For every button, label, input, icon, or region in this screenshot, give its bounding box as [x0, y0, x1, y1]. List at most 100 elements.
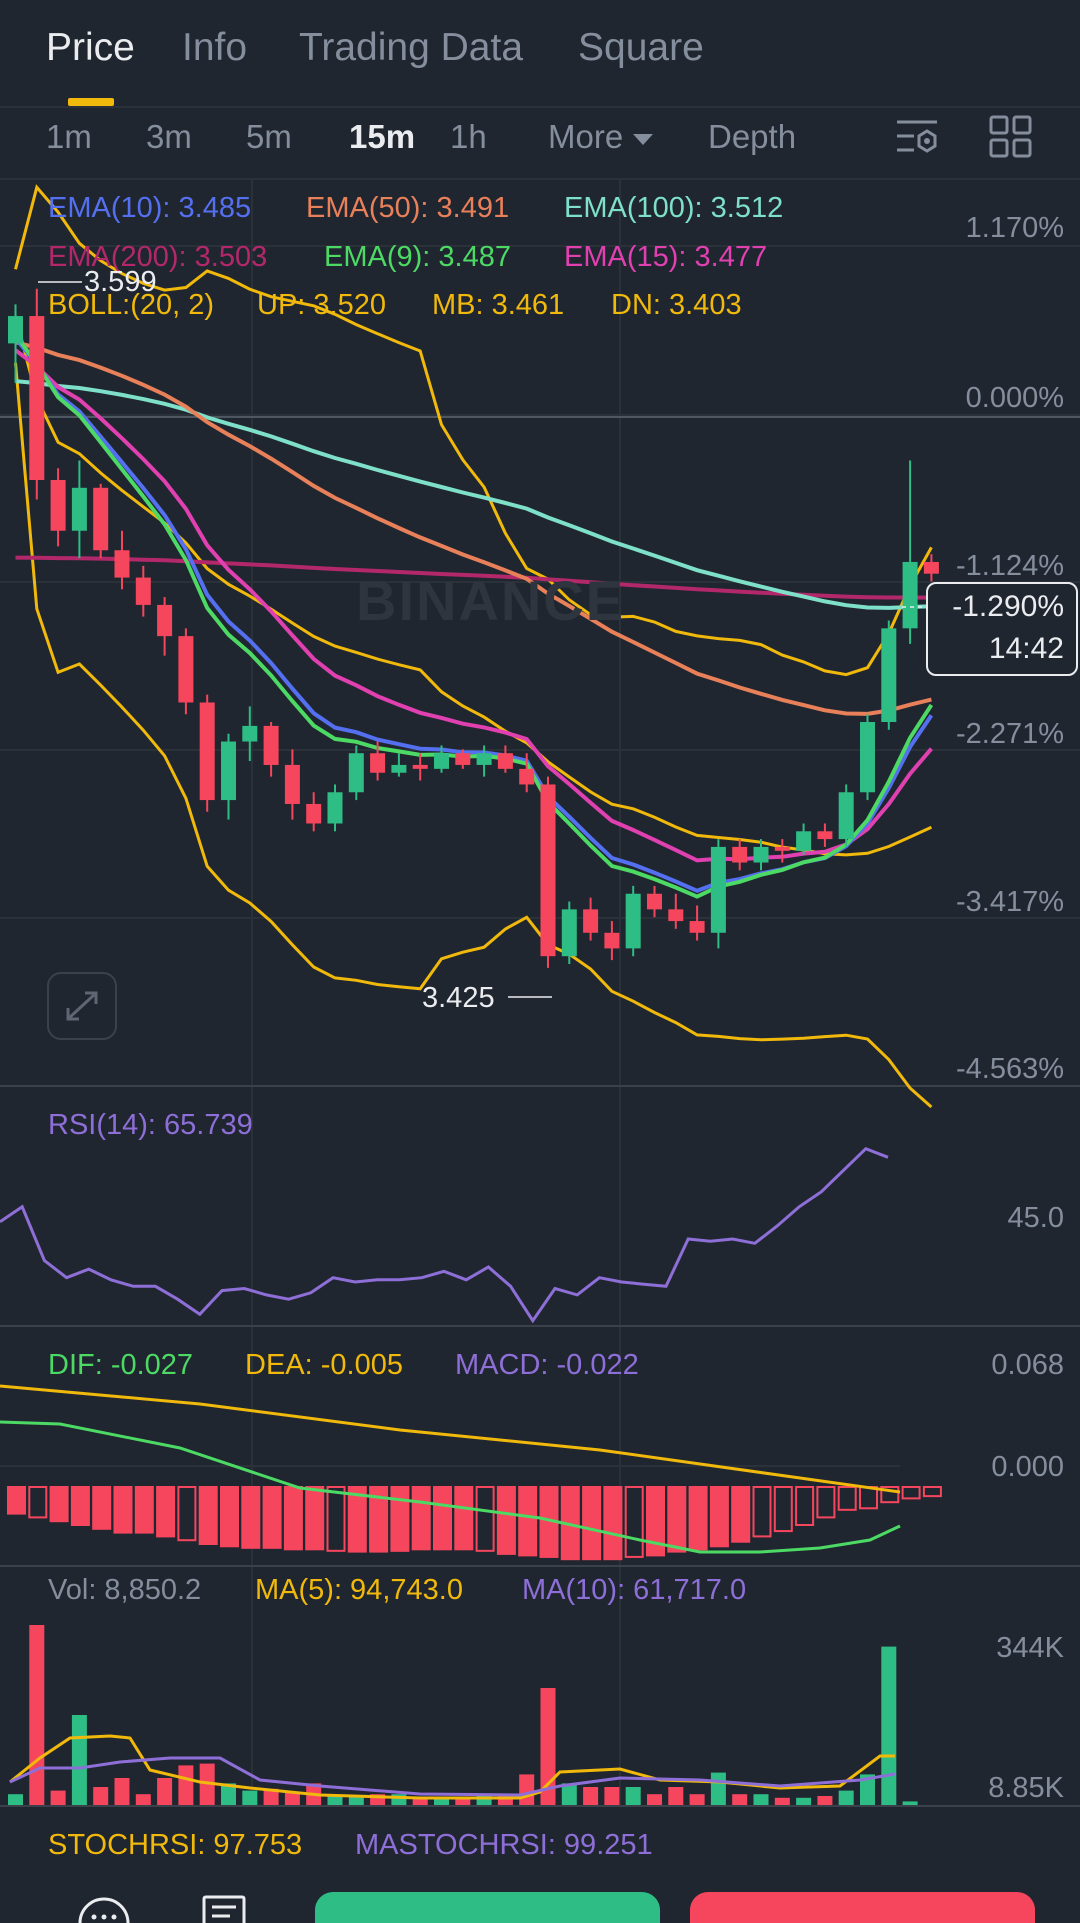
candle-body [50, 480, 66, 531]
volume-bar [434, 1797, 449, 1805]
candle-body [71, 487, 87, 531]
volume-bar [519, 1774, 535, 1805]
candle-body [561, 909, 577, 957]
macd-histogram-bar [901, 1486, 921, 1500]
high-price-label: 3.599 [84, 266, 157, 298]
tab-info[interactable]: Info [182, 26, 248, 69]
candle-body [455, 753, 471, 765]
legend-rsi: RSI(14): 65.739 [48, 1109, 253, 1141]
depth-tab[interactable]: Depth [708, 118, 797, 155]
candle-body [221, 741, 236, 801]
macd-histogram-bar [582, 1486, 602, 1561]
interval-3m[interactable]: 3m [146, 118, 192, 155]
candle-body [838, 792, 854, 840]
candle-body [860, 722, 875, 793]
candle-body [902, 561, 918, 629]
candle-body [647, 893, 662, 910]
macd-histogram-bar [752, 1486, 772, 1538]
macd-histogram-bar [859, 1486, 878, 1510]
tab-trading-data[interactable]: Trading Data [299, 26, 524, 69]
candle-body [519, 768, 535, 785]
candle-body [732, 846, 748, 863]
macd-histogram-bar [773, 1486, 793, 1533]
candle-body [93, 487, 109, 551]
top-tab-bar: Price Info Trading Data Square [0, 0, 1080, 108]
legend-boll-mb: MB: 3.461 [432, 289, 565, 321]
volume-bar [796, 1797, 812, 1805]
volume-bar [391, 1794, 407, 1805]
legend-ema15: EMA(15): 3.477 [564, 241, 768, 273]
buy-button[interactable] [315, 1892, 660, 1923]
macd-histogram-bar [646, 1486, 665, 1557]
tab-price[interactable]: Price [46, 26, 135, 69]
candle-body [29, 316, 45, 480]
dif-line [0, 1420, 901, 1554]
macd-histogram-bar [347, 1486, 367, 1553]
macd-histogram-bar [305, 1486, 325, 1551]
volume-bar [29, 1625, 45, 1805]
interval-1m[interactable]: 1m [46, 118, 92, 155]
dea-line [0, 1384, 901, 1494]
sell-button[interactable] [690, 1892, 1035, 1923]
legend-ema50: EMA(50): 3.491 [306, 192, 510, 224]
candle-body [8, 316, 23, 344]
chart-settings-icon[interactable] [894, 114, 940, 160]
grid-layout-icon[interactable] [988, 114, 1034, 160]
volume-bar [710, 1772, 726, 1805]
candle-body [242, 725, 258, 742]
volume-bar [178, 1765, 194, 1805]
legend-boll-up: UP: 3.520 [257, 289, 386, 321]
candle-body [476, 753, 492, 765]
volume-bar [157, 1778, 173, 1805]
volume-bar [50, 1790, 66, 1805]
expand-button[interactable] [47, 972, 117, 1040]
legend-stochrsi: STOCHRSI: 97.753 [48, 1829, 303, 1861]
volume-ma5-line [9, 1734, 895, 1800]
rsi-axis-label: 45.0 [1007, 1202, 1064, 1234]
volume-bar [242, 1790, 258, 1805]
macd-histogram-bar [113, 1486, 133, 1534]
binance-watermark: BINANCE [356, 569, 626, 632]
candle-body [157, 604, 173, 637]
macd-histogram-bar [411, 1486, 431, 1551]
price-axis-label: -3.417% [955, 886, 1064, 918]
macd-histogram-bar [922, 1486, 942, 1498]
boll-upper-line [14, 184, 933, 677]
macd-histogram-bar [518, 1486, 538, 1557]
candle-body [668, 909, 684, 922]
legend-dif: DIF: -0.027 [48, 1349, 194, 1381]
orders-icon[interactable] [200, 1895, 248, 1923]
interval-5m[interactable]: 5m [246, 118, 292, 155]
candle-body [710, 846, 726, 933]
volume-bar [114, 1778, 130, 1805]
macd-histogram-bar [283, 1486, 303, 1551]
macd-histogram-bar [369, 1486, 389, 1553]
legend-mastochrsi: MASTOCHRSI: 99.251 [355, 1829, 653, 1861]
candle-body [625, 893, 641, 949]
candle-body [135, 577, 151, 605]
macd-histogram-bar [816, 1486, 836, 1519]
candle-body [753, 846, 769, 863]
interval-15m[interactable]: 15m [349, 118, 416, 155]
macd-histogram-bar [177, 1486, 197, 1542]
volume-bar [774, 1797, 790, 1805]
macd-histogram-bar [603, 1486, 623, 1561]
candle-body [199, 702, 215, 801]
chat-icon[interactable] [78, 1893, 130, 1923]
candle-body [306, 803, 322, 824]
candle-body [391, 764, 407, 773]
macd-histogram-bar [454, 1486, 474, 1551]
candle-body [114, 550, 130, 578]
candle-body [263, 725, 279, 765]
macd-histogram-bar [220, 1486, 239, 1548]
candle-body [881, 628, 897, 722]
volume-bar [455, 1797, 471, 1805]
volume-axis-bottom: 8.85K [988, 1772, 1064, 1804]
interval-1h[interactable]: 1h [450, 118, 487, 155]
macd-histogram-bar [496, 1486, 516, 1555]
volume-bar [284, 1792, 300, 1805]
interval-more-dropdown[interactable]: More [548, 118, 654, 156]
tab-square[interactable]: Square [578, 26, 704, 69]
volume-bar [412, 1797, 428, 1805]
